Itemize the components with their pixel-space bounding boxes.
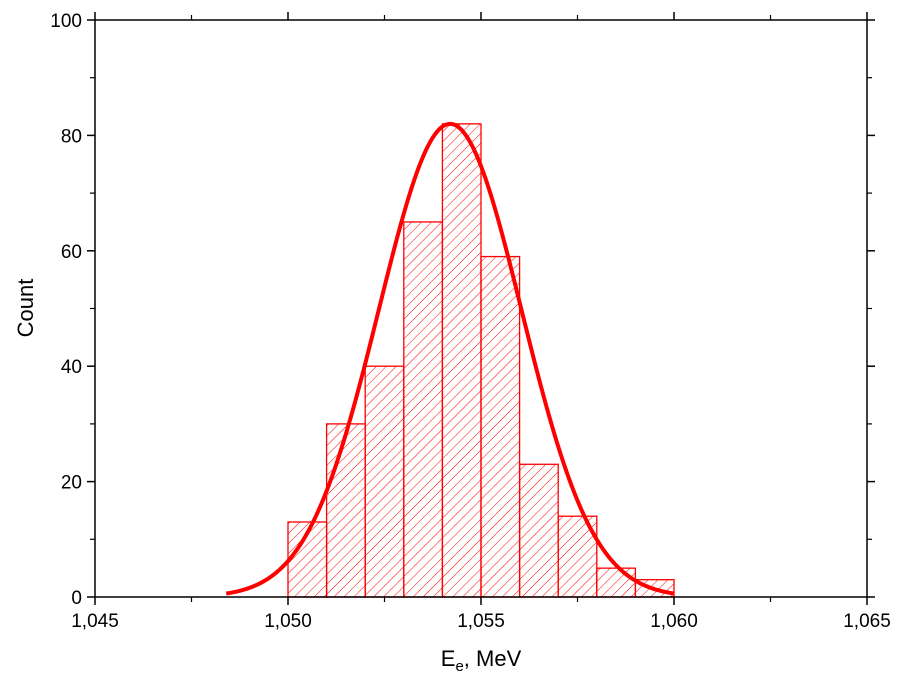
histogram-bar-2 [325, 423, 366, 598]
histogram-bar-9 [596, 567, 637, 598]
histogram-bar-5 [441, 123, 482, 598]
x-tick-label: 1,050 [264, 611, 312, 632]
histogram-bar-7 [518, 463, 559, 598]
y-tick-label: 20 [61, 473, 82, 494]
y-tick-label: 80 [61, 126, 82, 147]
y-axis-title: Count [13, 279, 38, 338]
y-tick-label: 0 [71, 588, 82, 609]
gaussian-fit [225, 121, 675, 596]
axis-ticks [87, 12, 875, 605]
x-axis-title: Ee, MeV [441, 646, 522, 675]
x-tick-label: 1,045 [71, 611, 119, 632]
tick-labels: 1,045 1,050 1,055 1,060 1,065 0 20 40 60 80 100 [50, 11, 890, 632]
x-tick-label: 1,055 [457, 611, 505, 632]
histogram-bar-4 [403, 221, 444, 598]
y-tick-label: 60 [61, 242, 82, 263]
fit-curve-line [225, 121, 675, 596]
y-tick-label: 100 [50, 11, 82, 32]
histogram-bar-6 [480, 255, 521, 598]
x-tick-label: 1,065 [843, 611, 891, 632]
histogram-bar-3 [364, 365, 405, 598]
histogram-bars [287, 123, 675, 598]
x-tick-label: 1,060 [650, 611, 698, 632]
y-tick-label: 40 [61, 357, 82, 378]
